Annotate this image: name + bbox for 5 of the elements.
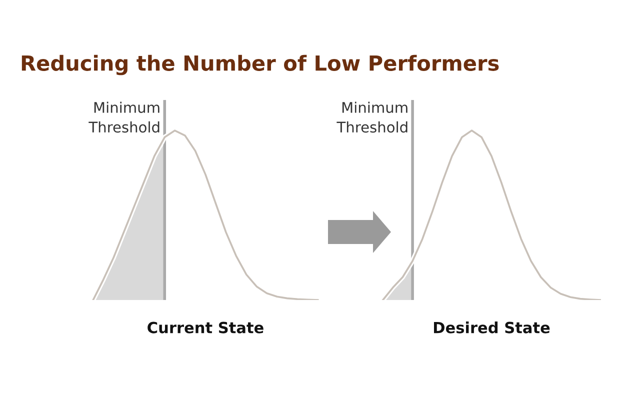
annotation: Minimum Threshold: [88, 102, 160, 133]
chart-title: Reducing the Number of Low Performers: [22, 54, 499, 76]
annotation: Minimum Threshold: [336, 102, 408, 133]
x-axis-title: Current State: [148, 322, 264, 334]
x-axis-title: Desired State: [434, 322, 550, 334]
